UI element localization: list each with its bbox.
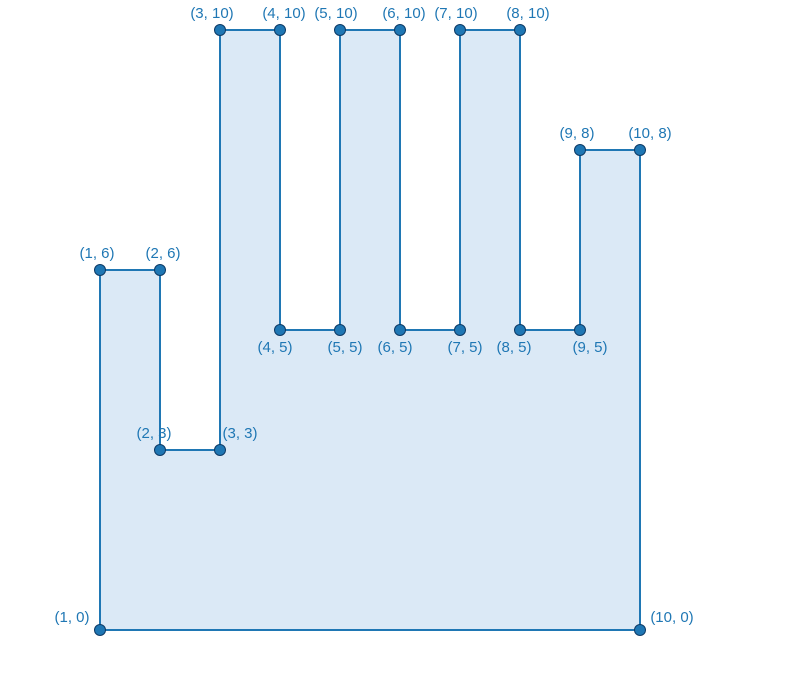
coord-label: (8, 10) [506,5,549,22]
coord-label: (10, 0) [650,609,693,626]
vertex-dot [635,145,646,156]
coord-label: (5, 10) [314,5,357,22]
vertex-dot [275,325,286,336]
coord-label: (7, 10) [434,5,477,22]
vertex-dot [215,25,226,36]
vertex-dot [335,25,346,36]
vertex-dot [95,625,106,636]
polygon-diagram: (1, 0) (1, 6) (2, 6) (2, 3) (3, 3) (3, 10) (4,… [0,0,800,674]
coord-label: (1, 6) [79,245,114,262]
vertex-dot [155,445,166,456]
coord-label: (9, 5) [572,339,607,356]
vertex-dot [575,325,586,336]
coord-label: (6, 5) [377,339,412,356]
vertex-dot [155,265,166,276]
vertex-dot [335,325,346,336]
coord-label: (5, 5) [327,339,362,356]
coord-label: (1, 0) [54,609,89,626]
vertex-dot [395,325,406,336]
vertex-dot [215,445,226,456]
coord-label: (2, 3) [136,425,171,442]
coord-label: (3, 3) [222,425,257,442]
coord-label: (6, 10) [382,5,425,22]
vertex-dot [95,265,106,276]
vertex-dot [635,625,646,636]
coord-label: (9, 8) [559,125,594,142]
vertex-dot [455,325,466,336]
vertex-dot [275,25,286,36]
coord-label: (7, 5) [447,339,482,356]
coord-label: (10, 8) [628,125,671,142]
coord-label: (3, 10) [190,5,233,22]
coord-label: (8, 5) [496,339,531,356]
coord-label: (2, 6) [145,245,180,262]
vertex-dot [515,25,526,36]
coord-label: (4, 10) [262,5,305,22]
vertex-dot [575,145,586,156]
coord-label: (4, 5) [257,339,292,356]
vertex-dot [395,25,406,36]
vertex-dot [515,325,526,336]
polygon-path [100,30,640,630]
vertex-dot [455,25,466,36]
